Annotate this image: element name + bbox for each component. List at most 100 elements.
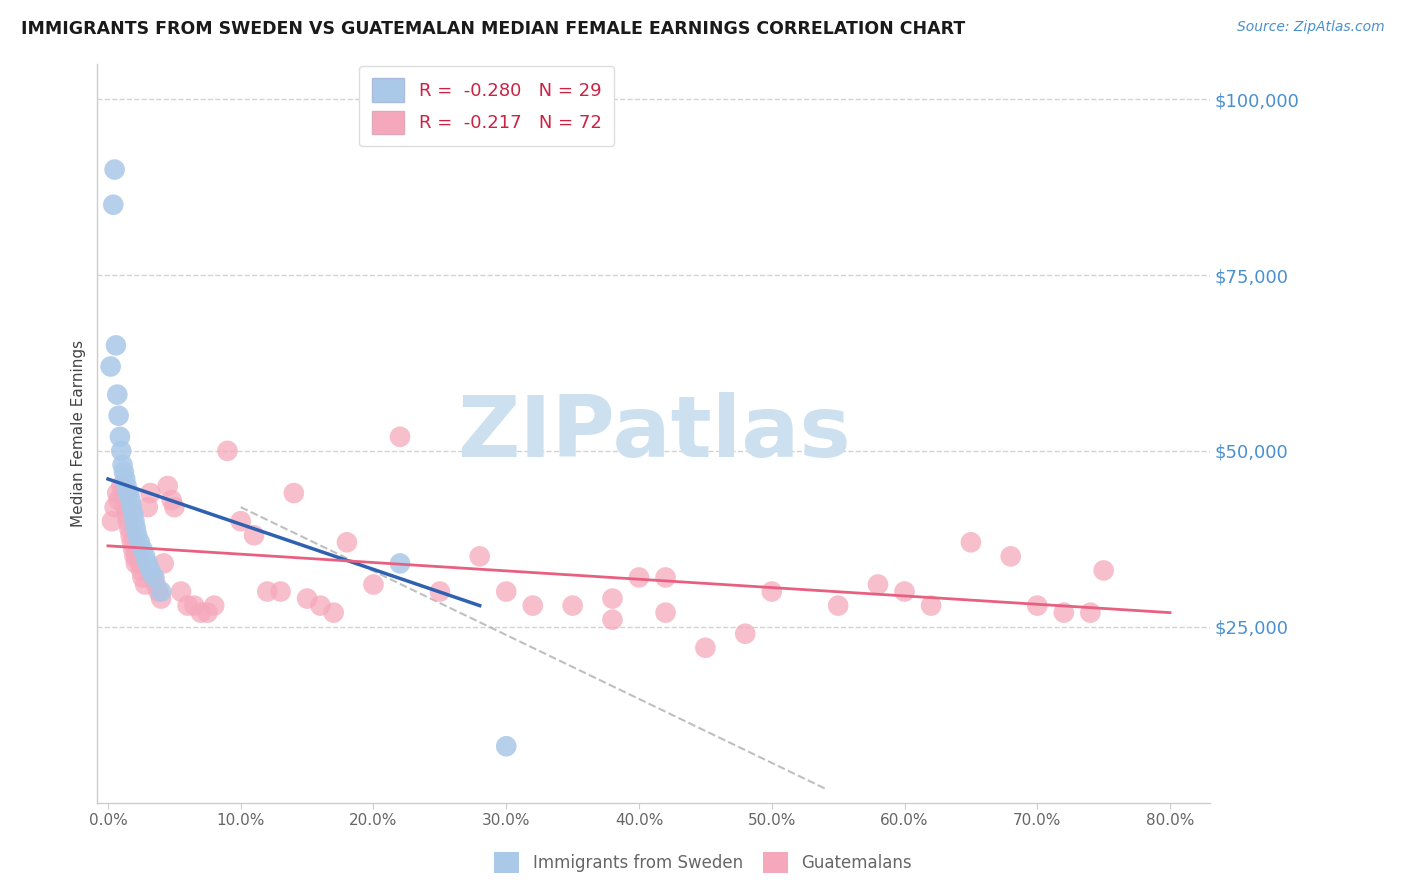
Point [654,570,676,584]
Point [120,528,142,542]
Point [866,577,889,591]
Point [283,486,305,500]
Point [389,557,412,571]
Point [160,493,183,508]
Point [295,591,318,606]
Point [243,528,266,542]
Point [114,500,136,515]
Text: Source: ZipAtlas.com: Source: ZipAtlas.com [1237,20,1385,34]
Point [561,599,583,613]
Point [145,577,167,591]
Point [163,500,186,515]
Point [960,535,983,549]
Point [197,606,219,620]
Point [125,521,148,535]
Point [627,570,650,584]
Point [124,549,146,564]
Point [495,584,517,599]
Point [152,557,174,571]
Point [1053,606,1076,620]
Point [103,198,125,212]
Point [107,409,129,423]
Point [120,493,142,508]
Point [136,500,159,515]
Point [827,599,849,613]
Point [143,570,166,584]
Point [1026,599,1049,613]
Point [1000,549,1022,564]
Point [115,479,138,493]
Point [117,514,139,528]
Point [495,739,517,754]
Point [468,549,491,564]
Point [602,591,624,606]
Point [112,465,135,479]
Point [131,570,153,584]
Point [121,500,143,515]
Point [136,557,159,571]
Point [134,577,156,591]
Point [336,535,359,549]
Point [100,359,122,374]
Point [117,486,139,500]
Point [920,599,942,613]
Point [309,599,332,613]
Point [128,535,150,549]
Point [217,443,239,458]
Point [105,387,128,401]
Legend: Immigrants from Sweden, Guatemalans: Immigrants from Sweden, Guatemalans [488,846,918,880]
Point [761,584,783,599]
Point [148,584,170,599]
Point [270,584,292,599]
Point [108,430,131,444]
Point [115,507,138,521]
Point [122,542,145,557]
Point [112,493,135,508]
Point [131,542,153,557]
Point [522,599,544,613]
Point [183,599,205,613]
Point [101,514,124,528]
Point [111,486,134,500]
Point [129,564,152,578]
Point [104,162,127,177]
Point [654,606,676,620]
Point [110,443,132,458]
Point [105,486,128,500]
Point [229,514,252,528]
Legend: R =  -0.280   N = 29, R =  -0.217   N = 72: R = -0.280 N = 29, R = -0.217 N = 72 [359,66,614,146]
Point [734,626,756,640]
Point [122,507,145,521]
Point [114,472,136,486]
Point [190,606,212,620]
Point [1092,564,1115,578]
Point [107,493,129,508]
Point [110,479,132,493]
Point [156,479,179,493]
Point [125,557,148,571]
Point [150,584,173,599]
Point [134,549,156,564]
Point [139,564,162,578]
Point [322,606,344,620]
Point [127,528,149,542]
Point [170,584,193,599]
Point [104,500,127,515]
Point [118,486,141,500]
Point [363,577,385,591]
Point [118,521,141,535]
Point [893,584,915,599]
Point [139,486,162,500]
Point [150,591,173,606]
Point [202,599,225,613]
Point [176,599,198,613]
Point [124,514,146,528]
Point [104,338,127,352]
Point [695,640,717,655]
Text: IMMIGRANTS FROM SWEDEN VS GUATEMALAN MEDIAN FEMALE EARNINGS CORRELATION CHART: IMMIGRANTS FROM SWEDEN VS GUATEMALAN MED… [21,20,966,37]
Point [429,584,451,599]
Point [128,557,150,571]
Point [1080,606,1102,620]
Point [256,584,278,599]
Point [389,430,412,444]
